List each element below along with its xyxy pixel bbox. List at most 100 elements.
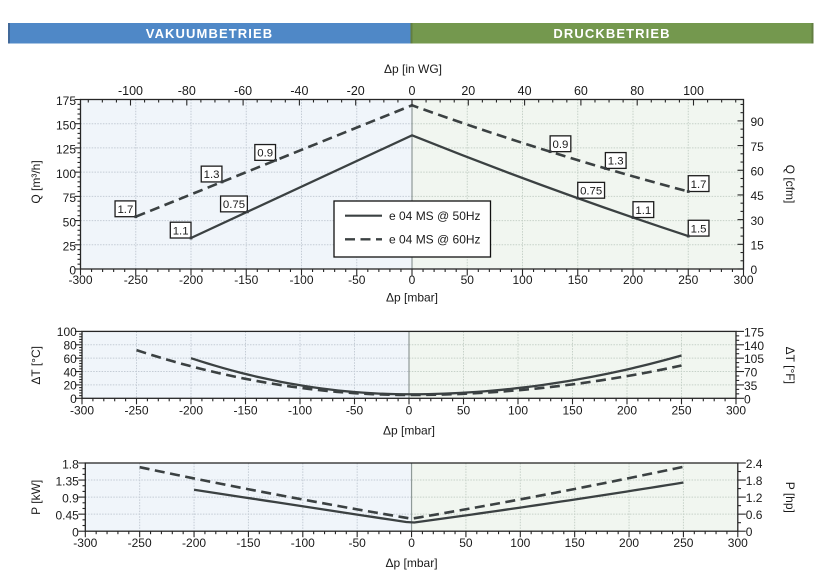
svg-text:80: 80 bbox=[63, 339, 77, 353]
svg-text:100: 100 bbox=[512, 273, 532, 287]
svg-text:25: 25 bbox=[63, 239, 77, 253]
svg-text:40: 40 bbox=[518, 84, 532, 98]
svg-text:200: 200 bbox=[623, 273, 643, 287]
svg-text:50: 50 bbox=[459, 536, 473, 550]
svg-text:1.7: 1.7 bbox=[117, 204, 133, 216]
svg-text:45: 45 bbox=[751, 189, 765, 203]
svg-text:Δp [mbar]: Δp [mbar] bbox=[386, 556, 438, 570]
svg-text:-150: -150 bbox=[234, 273, 258, 287]
svg-text:0.45: 0.45 bbox=[55, 509, 79, 523]
svg-text:0.75: 0.75 bbox=[223, 199, 245, 211]
svg-text:-40: -40 bbox=[290, 84, 308, 98]
svg-text:Q [cfm]: Q [cfm] bbox=[783, 165, 797, 204]
svg-text:200: 200 bbox=[619, 536, 639, 550]
svg-text:75: 75 bbox=[63, 191, 77, 205]
svg-text:2.4: 2.4 bbox=[746, 457, 763, 471]
svg-text:50: 50 bbox=[461, 273, 475, 287]
svg-text:0.9: 0.9 bbox=[553, 139, 569, 151]
svg-text:VAKUUMBETRIEB: VAKUUMBETRIEB bbox=[146, 26, 273, 41]
svg-text:0: 0 bbox=[751, 263, 758, 277]
svg-text:40: 40 bbox=[63, 365, 77, 379]
svg-text:300: 300 bbox=[733, 273, 753, 287]
svg-text:1.1: 1.1 bbox=[173, 225, 189, 237]
svg-text:0.6: 0.6 bbox=[746, 508, 763, 522]
svg-text:1.35: 1.35 bbox=[55, 474, 79, 488]
svg-text:-300: -300 bbox=[70, 403, 94, 417]
svg-text:35: 35 bbox=[744, 379, 758, 393]
svg-text:300: 300 bbox=[728, 536, 748, 550]
svg-text:1.3: 1.3 bbox=[608, 156, 624, 168]
svg-text:-300: -300 bbox=[73, 536, 97, 550]
svg-text:105: 105 bbox=[744, 352, 764, 366]
svg-text:-100: -100 bbox=[288, 403, 312, 417]
svg-text:1.3: 1.3 bbox=[204, 169, 220, 181]
svg-text:-200: -200 bbox=[179, 273, 203, 287]
svg-text:250: 250 bbox=[678, 273, 698, 287]
svg-text:-250: -250 bbox=[128, 536, 152, 550]
svg-text:0: 0 bbox=[744, 392, 751, 406]
svg-text:250: 250 bbox=[671, 403, 691, 417]
svg-text:-250: -250 bbox=[124, 273, 148, 287]
svg-text:100: 100 bbox=[57, 325, 77, 339]
svg-text:100: 100 bbox=[508, 403, 528, 417]
svg-text:100: 100 bbox=[510, 536, 530, 550]
svg-text:-200: -200 bbox=[182, 536, 206, 550]
svg-text:0: 0 bbox=[406, 403, 413, 417]
svg-text:Δp [mbar]: Δp [mbar] bbox=[386, 291, 438, 305]
svg-text:-20: -20 bbox=[347, 84, 365, 98]
svg-text:0: 0 bbox=[70, 392, 77, 406]
svg-text:P [kW]: P [kW] bbox=[29, 480, 43, 515]
svg-text:e 04 MS @ 50Hz: e 04 MS @ 50Hz bbox=[389, 209, 481, 223]
svg-text:-80: -80 bbox=[178, 84, 196, 98]
svg-text:60: 60 bbox=[63, 352, 77, 366]
svg-text:90: 90 bbox=[751, 115, 765, 129]
svg-text:1.8: 1.8 bbox=[62, 457, 79, 471]
svg-text:150: 150 bbox=[562, 403, 582, 417]
svg-text:Δp [in WG]: Δp [in WG] bbox=[384, 62, 442, 76]
svg-text:-250: -250 bbox=[124, 403, 148, 417]
svg-text:e 04 MS @ 60Hz: e 04 MS @ 60Hz bbox=[389, 233, 481, 247]
svg-text:20: 20 bbox=[461, 84, 475, 98]
svg-text:60: 60 bbox=[751, 164, 765, 178]
svg-text:75: 75 bbox=[751, 140, 765, 154]
svg-text:Q [m³/h]: Q [m³/h] bbox=[29, 160, 43, 203]
svg-text:150: 150 bbox=[565, 536, 585, 550]
svg-text:-150: -150 bbox=[233, 403, 257, 417]
svg-text:175: 175 bbox=[744, 325, 764, 339]
svg-text:-300: -300 bbox=[68, 273, 92, 287]
svg-text:100: 100 bbox=[683, 84, 704, 98]
svg-text:125: 125 bbox=[56, 143, 76, 157]
svg-text:0: 0 bbox=[408, 536, 415, 550]
svg-text:200: 200 bbox=[617, 403, 637, 417]
svg-text:-50: -50 bbox=[346, 403, 364, 417]
svg-text:20: 20 bbox=[63, 379, 77, 393]
svg-text:15: 15 bbox=[751, 239, 765, 253]
svg-text:100: 100 bbox=[56, 167, 76, 181]
svg-text:ΔT [°C]: ΔT [°C] bbox=[29, 346, 43, 385]
svg-text:-50: -50 bbox=[348, 273, 366, 287]
svg-text:1.7: 1.7 bbox=[691, 179, 707, 191]
svg-text:Δp [mbar]: Δp [mbar] bbox=[383, 423, 435, 437]
svg-text:0: 0 bbox=[746, 525, 753, 539]
svg-text:0: 0 bbox=[409, 84, 416, 98]
svg-text:150: 150 bbox=[568, 273, 588, 287]
svg-text:-200: -200 bbox=[179, 403, 203, 417]
svg-text:60: 60 bbox=[574, 84, 588, 98]
svg-text:150: 150 bbox=[56, 118, 76, 132]
svg-text:70: 70 bbox=[744, 366, 758, 380]
svg-text:0: 0 bbox=[69, 264, 76, 278]
svg-text:1.2: 1.2 bbox=[746, 491, 763, 505]
svg-text:0.9: 0.9 bbox=[257, 148, 273, 160]
svg-text:-100: -100 bbox=[289, 273, 313, 287]
svg-text:DRUCKBETRIEB: DRUCKBETRIEB bbox=[553, 26, 670, 41]
svg-text:80: 80 bbox=[630, 84, 644, 98]
svg-text:175: 175 bbox=[56, 94, 76, 108]
svg-text:50: 50 bbox=[457, 403, 471, 417]
svg-text:0.75: 0.75 bbox=[580, 185, 602, 197]
svg-text:1.8: 1.8 bbox=[746, 474, 763, 488]
svg-text:140: 140 bbox=[744, 339, 764, 353]
svg-text:1.5: 1.5 bbox=[691, 223, 707, 235]
svg-text:300: 300 bbox=[726, 403, 746, 417]
svg-text:1.1: 1.1 bbox=[635, 205, 651, 217]
svg-text:250: 250 bbox=[673, 536, 693, 550]
